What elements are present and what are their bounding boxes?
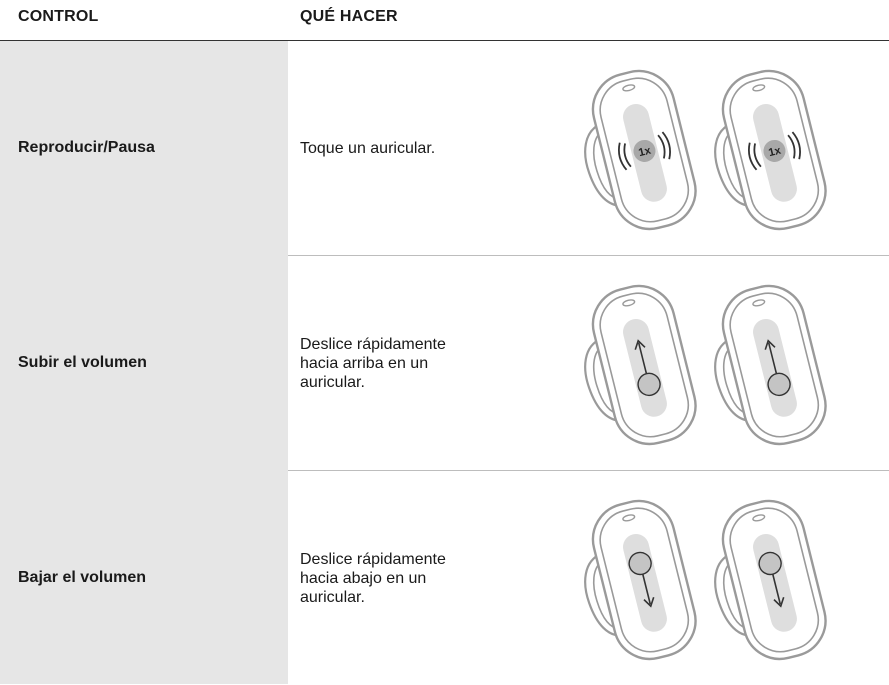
tap-label: 1x: [767, 144, 783, 159]
action-text: Deslice rápidamente hacia abajo en un au…: [300, 471, 446, 685]
control-name: Subir el volumen: [18, 354, 147, 371]
earbud-illustration: [566, 277, 835, 458]
action-line: hacia arriba en un: [300, 354, 429, 372]
earbud-illustration: [566, 492, 835, 673]
action-line: auricular.: [300, 588, 365, 606]
action-text: Toque un auricular.: [300, 41, 435, 255]
header-control: CONTROL: [18, 8, 99, 25]
action-text: Deslice rápidamente hacia arriba en un a…: [300, 256, 446, 470]
control-name: Bajar el volumen: [18, 569, 147, 586]
action-line: Deslice rápidamente: [300, 550, 446, 568]
action-line: Deslice rápidamente: [300, 335, 446, 353]
control-name: Reproducir/Pausa: [18, 139, 155, 156]
tap-label: 1x: [637, 144, 653, 159]
earbud-illustration: 1x 1x: [566, 62, 835, 243]
table-row: Reproducir/Pausa Toque un auricular. 1x …: [0, 41, 889, 255]
row-separator: [288, 470, 889, 471]
row-separator: [288, 255, 889, 256]
table-row: Bajar el volumen Deslice rápidamente hac…: [0, 471, 889, 685]
action-line: auricular.: [300, 373, 365, 391]
header-action: QUÉ HACER: [300, 8, 398, 25]
action-line: hacia abajo en un: [300, 569, 427, 587]
header-rule: [0, 40, 889, 41]
control-column: [0, 41, 288, 684]
action-line: Toque un auricular.: [300, 139, 436, 157]
table-row: Subir el volumen Deslice rápidamente hac…: [0, 256, 889, 470]
